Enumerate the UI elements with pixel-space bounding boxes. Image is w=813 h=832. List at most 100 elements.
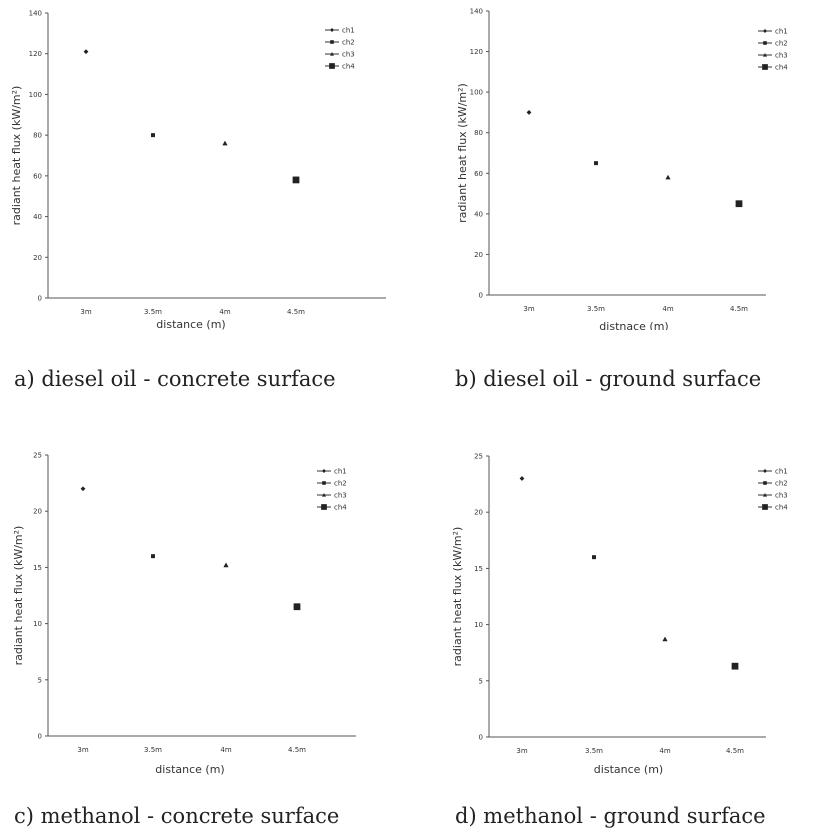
legend-marker-ch1	[322, 469, 326, 473]
legend-label-ch1: ch1	[334, 468, 347, 476]
x-tick-label: 4.5m	[287, 308, 305, 316]
y-tick-label: 15	[474, 565, 483, 573]
x-tick-label: 3.5m	[144, 308, 162, 316]
y-tick-label: 0	[479, 292, 483, 300]
y-tick-label: 80	[474, 129, 483, 137]
legend-label-ch3: ch3	[334, 492, 347, 500]
y-tick-label: 100	[470, 89, 483, 97]
legend-marker-ch4	[329, 63, 335, 69]
data-point-ch3	[223, 562, 229, 568]
y-axis-title: radiant heat flux (kW/m²)	[10, 86, 23, 226]
legend-label-ch2: ch2	[775, 40, 788, 48]
data-point-ch3	[222, 140, 228, 146]
legend-marker-ch3	[763, 493, 767, 497]
x-tick-label: 4m	[219, 308, 230, 316]
y-tick-label: 20	[33, 508, 42, 516]
data-point-ch4	[735, 200, 743, 208]
y-tick-label: 40	[33, 213, 42, 221]
chart-svg-c: 0 5 10 15 20 25 3m 3.5m 4m 4.5m distance (m) radian…	[12, 452, 356, 776]
data-point-ch4	[293, 603, 301, 611]
data-point-ch4	[292, 176, 300, 184]
legend-label-ch3: ch3	[775, 52, 788, 60]
legend-label-ch4: ch4	[342, 63, 355, 71]
legend-label-ch4: ch4	[775, 504, 788, 512]
data-point-ch3	[662, 636, 668, 642]
legend-label-ch1: ch1	[775, 468, 788, 476]
data-point-ch1	[80, 486, 86, 492]
legend-label-ch3: ch3	[342, 51, 355, 59]
y-tick-label: 0	[38, 295, 42, 303]
y-tick-label: 120	[29, 50, 42, 58]
legend-label-ch1: ch1	[342, 27, 355, 35]
chart-svg-a: 0 20 40 60 80 100 120 140 3m 3.5m 4m 4.5m distance (…	[10, 10, 386, 331]
legend-marker-ch2	[322, 481, 326, 485]
chart-svg-b: 0 20 40 60 80 100 120 140 3m 3.5m 4m 4.5m distnace (…	[456, 8, 788, 334]
x-tick-label: 3.5m	[144, 746, 162, 754]
y-axis-title: radiant heat flux (kW/m²)	[456, 83, 469, 223]
y-tick-label: 140	[29, 10, 42, 18]
legend-marker-ch2	[330, 40, 334, 44]
data-point-ch4	[731, 662, 739, 670]
y-tick-label: 60	[474, 170, 483, 178]
x-tick-label: 4m	[220, 746, 231, 754]
legend-marker-ch1	[763, 469, 767, 473]
legend-marker-ch3	[322, 493, 326, 497]
x-tick-label: 3.5m	[585, 747, 603, 755]
x-axis-title: distance (m)	[156, 318, 225, 330]
y-tick-label: 20	[474, 251, 483, 259]
y-tick-label: 10	[33, 620, 42, 628]
legend-label-ch4: ch4	[334, 504, 347, 512]
legend-label-ch2: ch2	[334, 480, 347, 488]
x-tick-label: 4m	[662, 305, 673, 313]
x-tick-label: 3m	[77, 746, 88, 754]
legend-label-ch3: ch3	[775, 492, 788, 500]
y-axis-title: radiant heat flux (kW/m²)	[451, 527, 464, 667]
caption-c: c) methanol - concrete surface	[14, 804, 340, 828]
y-tick-label: 20	[33, 254, 42, 262]
data-point-ch2	[151, 133, 155, 138]
y-tick-label: 100	[29, 91, 42, 99]
y-tick-label: 15	[33, 564, 42, 572]
y-tick-label: 40	[474, 210, 483, 218]
chart-panel-a: 0 20 40 60 80 100 120 140 3m 3.5m 4m 4.5m distance (…	[0, 0, 406, 331]
chart-panel-b: 0 20 40 60 80 100 120 140 3m 3.5m 4m 4.5m distnace (…	[406, 0, 813, 334]
caption-d: d) methanol - ground surface	[455, 804, 766, 828]
y-tick-label: 5	[479, 677, 483, 685]
y-tick-label: 10	[474, 621, 483, 629]
y-tick-label: 120	[470, 48, 483, 56]
y-tick-label: 20	[474, 509, 483, 517]
caption-b: b) diesel oil - ground surface	[455, 367, 762, 391]
data-point-ch1	[519, 476, 525, 481]
y-tick-label: 25	[474, 453, 483, 461]
y-axis-title: radiant heat flux (kW/m²)	[12, 526, 25, 666]
x-tick-label: 4.5m	[288, 746, 306, 754]
chart-panel-d: 0 5 10 15 20 25 3m 3.5m 4m 4.5m distance (m) radian…	[406, 440, 813, 780]
data-point-ch2	[592, 555, 596, 560]
legend-label-ch4: ch4	[775, 64, 788, 72]
legend-label-ch1: ch1	[775, 28, 788, 36]
x-tick-label: 3.5m	[587, 305, 605, 313]
legend-marker-ch1	[330, 28, 334, 32]
x-axis-title: distance (m)	[594, 763, 663, 776]
x-tick-label: 4.5m	[726, 747, 744, 755]
legend-marker-ch3	[330, 52, 334, 56]
legend-marker-ch4	[762, 504, 768, 510]
y-tick-label: 0	[479, 734, 483, 742]
y-tick-label: 60	[33, 172, 42, 180]
x-axis-title: distance (m)	[155, 763, 224, 776]
chart-svg-d: 0 5 10 15 20 25 3m 3.5m 4m 4.5m distance (m) radian…	[451, 453, 788, 777]
data-point-ch3	[665, 174, 671, 180]
legend-label-ch2: ch2	[342, 39, 355, 47]
data-point-ch1	[83, 49, 89, 55]
legend-marker-ch2	[763, 481, 767, 485]
chart-panel-c: 0 5 10 15 20 25 3m 3.5m 4m 4.5m distance (m) radian…	[0, 440, 406, 780]
data-point-ch2	[594, 161, 598, 166]
legend-marker-ch2	[763, 41, 767, 45]
y-tick-label: 0	[38, 733, 42, 741]
legend-marker-ch1	[763, 29, 767, 33]
data-point-ch2	[151, 554, 155, 559]
x-axis-title: distnace (m)	[599, 320, 668, 330]
x-tick-label: 4m	[659, 747, 670, 755]
y-tick-label: 140	[470, 8, 483, 16]
legend-label-ch2: ch2	[775, 480, 788, 488]
